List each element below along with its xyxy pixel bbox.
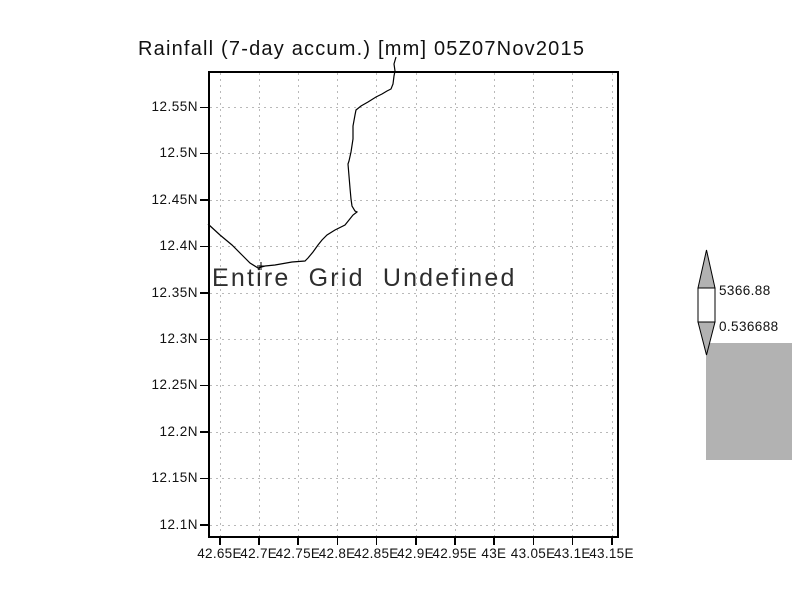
- x-axis-tick: [297, 538, 299, 545]
- gridline-vertical: [493, 73, 495, 536]
- y-axis-tick-label: 12.35N: [151, 284, 198, 300]
- x-axis-tick: [493, 538, 495, 545]
- gridline-vertical: [376, 73, 378, 536]
- x-axis-tick: [336, 538, 339, 545]
- gridline-vertical: [219, 73, 221, 536]
- plot-area-frame: Entire Grid Undefined: [208, 71, 792, 538]
- x-axis-tick: [611, 538, 613, 545]
- colorbar-top-arrow: [697, 249, 716, 289]
- gridline-vertical: [572, 73, 574, 536]
- y-axis-tick: [200, 431, 208, 433]
- colorbar-mid-cell: [697, 287, 716, 323]
- x-axis-tick-label: 42.75E: [275, 546, 321, 561]
- x-axis-tick: [258, 538, 260, 545]
- x-axis-tick-label: 42.65E: [197, 546, 242, 561]
- y-axis-tick-label: 12.55N: [151, 99, 198, 114]
- y-axis-tick: [200, 524, 208, 526]
- colorbar: [697, 249, 716, 356]
- y-axis-tick-label: 12.4N: [159, 238, 198, 254]
- x-axis-tick: [375, 538, 378, 545]
- x-axis-tick: [415, 538, 417, 545]
- y-axis-tick: [200, 152, 208, 155]
- y-axis-tick: [200, 338, 208, 340]
- y-axis-tick-label: 12.1N: [159, 516, 198, 532]
- y-axis-tick: [200, 199, 208, 201]
- gridline-horizontal: [210, 246, 617, 248]
- x-axis-tick-label: 43.05E: [510, 546, 556, 561]
- gridline-horizontal: [210, 478, 617, 480]
- y-axis-tick-label: 12.15N: [151, 470, 198, 486]
- y-axis-tick: [200, 384, 208, 387]
- x-axis-tick-label: 43.15E: [589, 546, 634, 561]
- x-axis-tick: [454, 538, 456, 545]
- y-axis-tick-label: 12.2N: [159, 423, 198, 439]
- x-axis-tick: [219, 538, 221, 545]
- y-axis-tick-label: 12.45N: [151, 191, 198, 207]
- gridline-vertical: [337, 73, 339, 536]
- gridline-horizontal: [210, 385, 617, 387]
- gridline-horizontal: [210, 199, 617, 201]
- gridline-horizontal: [210, 524, 617, 526]
- gridline-horizontal: [210, 153, 617, 155]
- y-axis-tick-label: 12.5N: [159, 145, 198, 161]
- x-axis-tick-label: 42.9E: [397, 546, 434, 561]
- gridline-vertical: [297, 73, 299, 536]
- gridline-horizontal: [210, 431, 617, 433]
- x-axis-tick: [532, 538, 535, 545]
- y-axis-tick: [200, 477, 208, 480]
- x-axis-tick: [571, 538, 574, 545]
- gridline-vertical: [611, 73, 613, 536]
- y-axis-tick-label: 12.25N: [151, 377, 198, 393]
- entire-grid-undefined-label: Entire Grid Undefined: [212, 264, 517, 292]
- gridline-vertical: [258, 73, 260, 536]
- gridline-vertical: [415, 73, 417, 536]
- gridline-horizontal: [210, 107, 617, 108]
- x-axis-tick-label: 43.1E: [553, 546, 591, 561]
- gridline-vertical: [454, 73, 456, 536]
- y-axis-tick: [200, 292, 208, 294]
- x-axis-tick-label: 42.85E: [354, 546, 399, 561]
- x-axis-tick-label: 42.8E: [318, 546, 356, 561]
- gridline-vertical: [533, 73, 535, 536]
- y-axis-tick: [200, 245, 208, 248]
- undefined-data-patch: [706, 343, 792, 460]
- gridline-horizontal: [210, 339, 617, 340]
- colorbar-max-label: 5366.88: [719, 283, 771, 298]
- gridline-horizontal: [210, 292, 617, 294]
- colorbar-min-label: 0.536688: [719, 319, 779, 334]
- y-axis-tick: [200, 106, 208, 108]
- x-axis-tick-label: 42.95E: [432, 546, 477, 561]
- x-axis-tick-label: 43E: [481, 546, 507, 561]
- y-axis-tick-label: 12.3N: [159, 331, 198, 346]
- chart-title: Rainfall (7-day accum.) [mm] 05Z07Nov201…: [138, 38, 586, 60]
- colorbar-bottom-arrow: [697, 321, 716, 356]
- x-axis-tick-label: 42.7E: [240, 546, 278, 561]
